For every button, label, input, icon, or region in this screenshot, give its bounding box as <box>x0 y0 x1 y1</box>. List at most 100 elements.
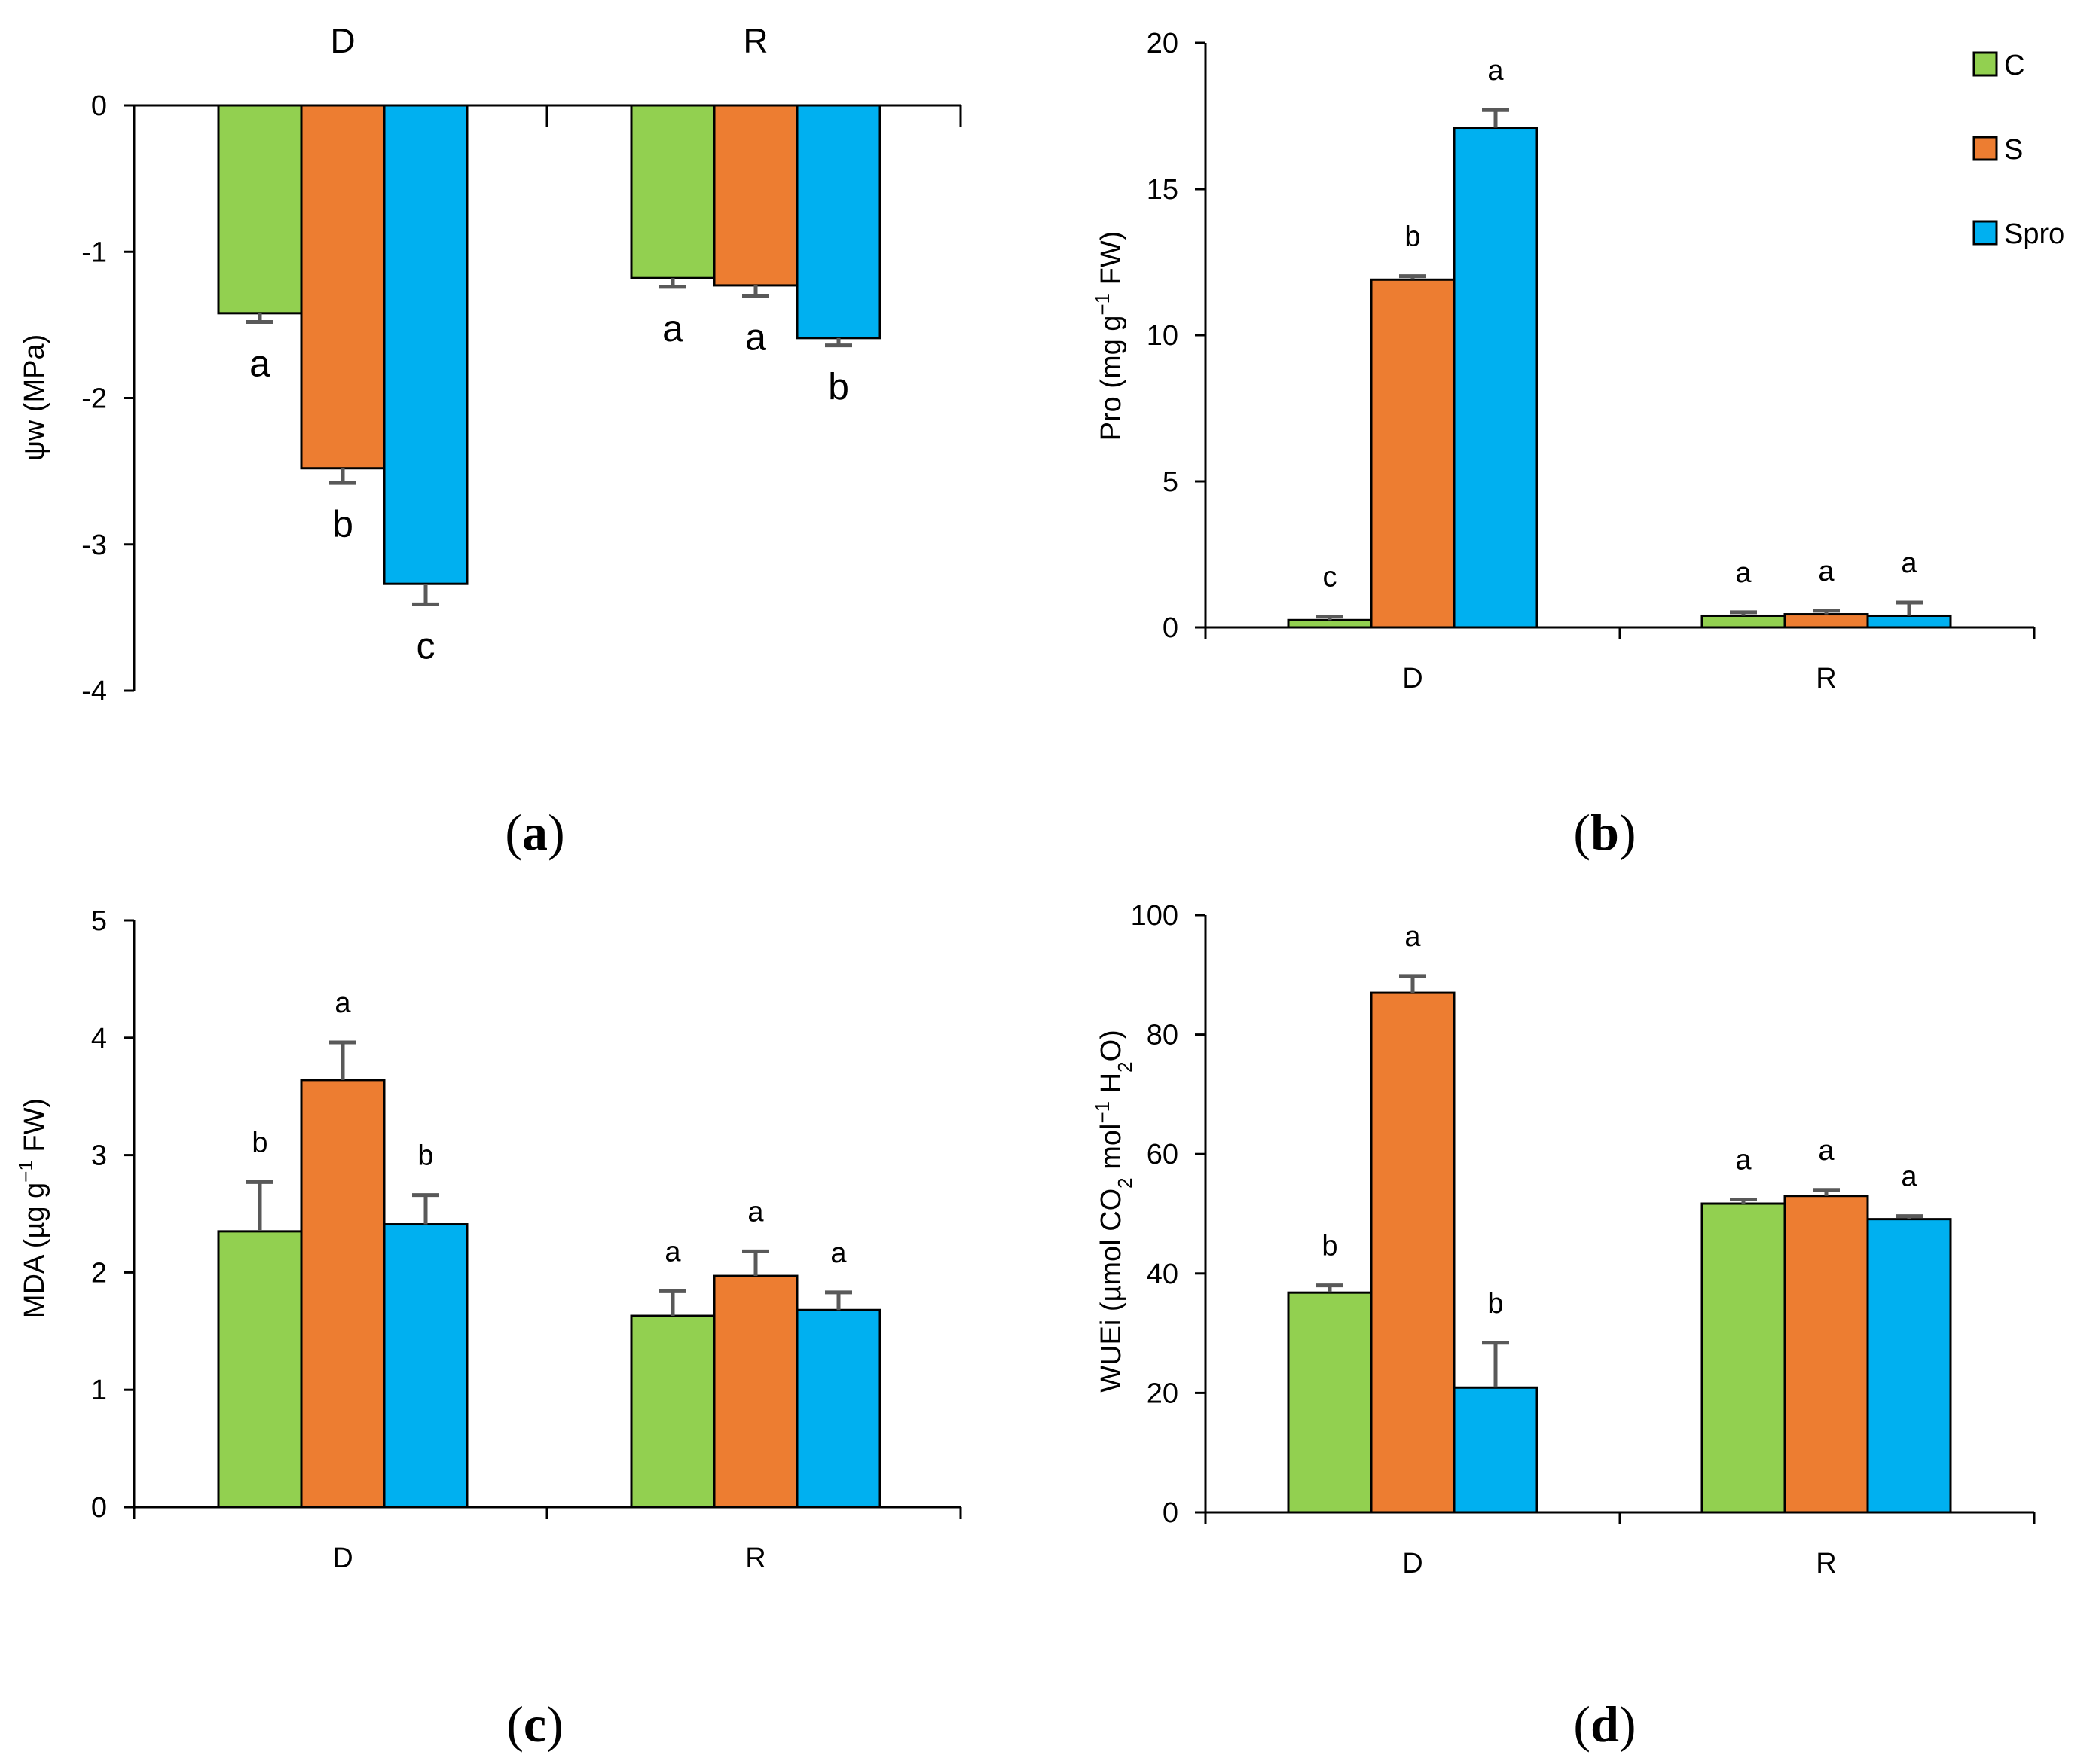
panel-b-category-label: D <box>1402 663 1422 694</box>
panel-d-bar-s-r <box>1783 1195 1869 1514</box>
panel-b-bar-c-d <box>1287 618 1373 629</box>
panel-a-y-tick-label: -3 <box>81 530 107 561</box>
panel-c-significance-letter: a <box>335 987 351 1019</box>
panel-c-y-tick-label: 5 <box>91 905 107 937</box>
panel-d-y-tick-label: 60 <box>1147 1139 1178 1170</box>
panel-b-significance-letter: c <box>1323 562 1337 594</box>
panel-a-y-tick-label: -4 <box>81 676 107 707</box>
panel-c-category-label: D <box>332 1543 353 1574</box>
panel-b-bar-c-r <box>1700 614 1786 629</box>
panel-c-y-axis-label: MDA (µg g−1 FW) <box>14 1098 50 1318</box>
panel-c-bar-spro-r <box>796 1308 881 1509</box>
panel-d-chart: WUEi (µmol CO2 mol−1 H2O) 0 20 40 60 80 100 D… <box>1091 900 2036 1753</box>
panel-a-bar-c-d <box>217 104 303 315</box>
panel-a-significance-letter: c <box>417 624 435 667</box>
panel-d-y-tick-label: 80 <box>1147 1020 1178 1051</box>
panel-a-labels: D Ra a b a c b <box>249 21 849 667</box>
panel-a-bar-spro-r <box>796 104 881 340</box>
panel-d-y-tick-label: 0 <box>1163 1497 1178 1529</box>
panel-d-y-axis-label: WUEi (µmol CO2 mol−1 H2O) <box>1091 1030 1136 1393</box>
panel-c-significance-letter: a <box>830 1238 847 1269</box>
legend: C S Spro <box>1972 50 2064 250</box>
panel-c-bars <box>217 1040 881 1509</box>
panel-b-significance-letter: b <box>1404 221 1420 253</box>
panel-a-y-axis-label: ψw (MPa) <box>19 334 50 462</box>
panel-d-bar-c-r <box>1700 1202 1786 1514</box>
panel-d-label: (d) <box>1573 1695 1636 1753</box>
panel-d-bar-spro-r <box>1866 1218 1952 1514</box>
panel-b-labels: D Rc a b a a a <box>1323 55 1918 694</box>
panel-c-bar-spro-d <box>383 1223 469 1509</box>
legend-label-spro: Spro <box>2004 218 2064 250</box>
legend-label-c: C <box>2004 50 2024 81</box>
panel-b-bar-spro-r <box>1866 614 1952 629</box>
panel-a-bars <box>217 104 881 606</box>
panel-b-significance-letter: a <box>1818 556 1835 587</box>
panel-a-bar-s-r <box>713 104 799 287</box>
panel-a-bar-c-r <box>630 104 716 279</box>
panel-a-label: (a) <box>505 804 564 861</box>
panel-b-y-tick-label: 15 <box>1147 174 1178 206</box>
panel-d-significance-letter: b <box>1321 1231 1337 1262</box>
panel-c-bar-c-d <box>217 1230 303 1509</box>
panel-c-y-tick-label: 4 <box>91 1023 107 1054</box>
panel-a-bar-s-d <box>300 104 386 470</box>
panel-b-y-axis-label: Pro (mg g−1 FW) <box>1091 231 1127 441</box>
panel-a-significance-letter: a <box>662 307 683 349</box>
legend-swatch-c <box>1972 51 1998 77</box>
panel-d-significance-letter: a <box>1818 1135 1835 1167</box>
panel-a-y-tick-label: -2 <box>81 383 107 415</box>
panel-c-significance-letter: b <box>417 1140 433 1172</box>
panel-b-bar-s-r <box>1783 613 1869 629</box>
panel-b-significance-letter: a <box>1735 557 1752 589</box>
panel-c-bar-c-r <box>630 1314 716 1509</box>
panel-b-chart: Pro (mg g−1 FW) 0 5 10 15 20 D Rc a b a a a (b) <box>1091 28 2036 861</box>
panel-a-significance-letter: a <box>249 342 270 384</box>
panel-d-y-tick-label: 20 <box>1147 1378 1178 1409</box>
panel-d-bar-spro-d <box>1453 1386 1538 1514</box>
panel-c-y-tick-label: 1 <box>91 1375 107 1406</box>
panel-b-significance-letter: a <box>1487 55 1504 87</box>
panel-d-y-tick-label: 40 <box>1147 1259 1178 1290</box>
panel-d-significance-letter: a <box>1735 1144 1752 1176</box>
panel-a-bar-spro-d <box>383 104 469 585</box>
panel-c-category-label: R <box>745 1543 765 1574</box>
panel-b-category-label: R <box>1816 663 1836 694</box>
panel-a-chart: ψw (MPa) 0 -1 -2 -3 -4 D Ra a b a c b (a) <box>19 21 962 861</box>
panel-d-significance-letter: a <box>1901 1161 1917 1193</box>
panel-a-axes: 0 -1 -2 -3 -4 <box>81 90 962 707</box>
panel-a-significance-letter: a <box>745 316 766 359</box>
panel-d-significance-letter: b <box>1487 1288 1503 1320</box>
panel-c-significance-letter: a <box>665 1236 681 1268</box>
panel-b-y-tick-label: 10 <box>1147 320 1178 352</box>
panel-b-bar-spro-d <box>1453 127 1538 629</box>
panel-d-significance-letter: a <box>1404 921 1421 953</box>
panel-c-significance-letter: b <box>252 1127 267 1158</box>
panel-c-y-tick-label: 0 <box>91 1492 107 1524</box>
panel-d-bar-s-d <box>1370 991 1456 1514</box>
legend-swatch-s <box>1972 136 1998 161</box>
panel-d-y-tick-label: 100 <box>1131 900 1178 932</box>
legend-swatch-spro <box>1972 220 1998 246</box>
panel-d-category-label: R <box>1816 1548 1836 1579</box>
panel-c-labels: D Rb a a a b a <box>252 987 847 1574</box>
panel-c-label: (c) <box>506 1695 564 1753</box>
panel-b-y-tick-label: 0 <box>1163 612 1178 644</box>
panel-b-y-tick-label: 5 <box>1163 466 1178 498</box>
panel-b-label: (b) <box>1573 804 1636 861</box>
panel-c-y-tick-label: 2 <box>91 1257 107 1289</box>
legend-label-s: S <box>2004 134 2023 166</box>
panel-d-bar-c-d <box>1287 1291 1373 1514</box>
panel-c-y-tick-label: 3 <box>91 1140 107 1172</box>
panel-b-bar-s-d <box>1370 278 1456 629</box>
panel-b-significance-letter: a <box>1901 548 1917 579</box>
panel-c-chart: MDA (µg g−1 FW) 0 1 2 3 4 5 D Rb a a a b a (c) <box>14 905 962 1753</box>
panel-a-category-label: D <box>330 21 355 60</box>
panel-a-significance-letter: b <box>332 503 353 545</box>
panel-d-bars <box>1287 974 1952 1514</box>
panel-d-category-label: D <box>1402 1548 1422 1579</box>
panel-c-bar-s-r <box>713 1274 799 1509</box>
panel-a-y-tick-label: -1 <box>81 237 107 268</box>
panel-a-significance-letter: b <box>828 366 849 408</box>
